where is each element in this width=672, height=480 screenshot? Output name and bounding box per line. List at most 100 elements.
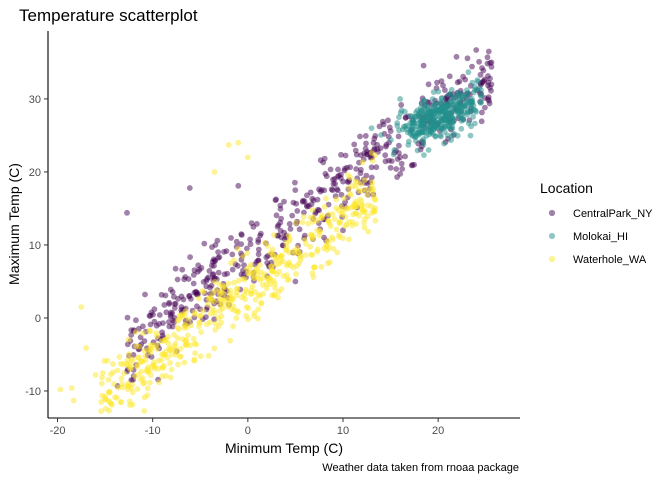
scatter-point-waterhole-wa (305, 220, 312, 227)
scatter-point-waterhole-wa (336, 234, 342, 240)
scatter-point-centralpark-ny (229, 266, 236, 273)
scatter-point-waterhole-wa (172, 352, 179, 358)
scatter-point-molokai-hi (452, 98, 459, 104)
scatter-point-molokai-hi (449, 132, 455, 139)
scatter-point-centralpark-ny (397, 171, 404, 177)
scatter-point-waterhole-wa (98, 380, 105, 387)
scatter-point-waterhole-wa (294, 245, 300, 252)
scatter-point-waterhole-wa (235, 309, 241, 316)
scatter-point-waterhole-wa (299, 219, 306, 226)
scatter-point-centralpark-ny (304, 192, 310, 199)
scatter-point-waterhole-wa (318, 214, 324, 221)
scatter-point-waterhole-wa (309, 252, 316, 258)
scatter-point-waterhole-wa (329, 236, 336, 243)
scatter-point-centralpark-ny (398, 160, 405, 167)
scatter-point-molokai-hi (435, 121, 442, 128)
scatter-point-waterhole-wa (248, 270, 255, 277)
scatter-point-centralpark-ny (229, 251, 236, 258)
scatter-point-centralpark-ny (473, 47, 480, 53)
scatter-point-centralpark-ny (485, 94, 492, 101)
scatter-point-centralpark-ny (386, 157, 392, 164)
scatter-point-waterhole-wa (154, 346, 161, 352)
scatter-point-waterhole-wa (364, 213, 371, 220)
scatter-point-centralpark-ny (289, 212, 296, 219)
scatter-point-waterhole-wa (372, 196, 379, 203)
scatter-point-waterhole-wa (302, 252, 309, 259)
scatter-point-molokai-hi (444, 132, 451, 139)
scatter-point-waterhole-wa (231, 257, 237, 264)
scatter-point-waterhole-wa (278, 258, 284, 265)
plot-area (57, 47, 495, 415)
scatter-point-waterhole-wa (342, 213, 349, 220)
scatter-point-waterhole-wa (144, 392, 151, 399)
scatter-point-molokai-hi (421, 152, 427, 159)
scatter-point-waterhole-wa (293, 220, 299, 226)
scatter-point-waterhole-wa (154, 333, 161, 340)
scatter-point-centralpark-ny (446, 73, 453, 80)
scatter-point-centralpark-ny (277, 227, 284, 234)
scatter-point-centralpark-ny (278, 215, 284, 222)
scatter-point-waterhole-wa (271, 232, 277, 238)
scatter-point-molokai-hi (429, 96, 436, 102)
scatter-point-molokai-hi (467, 99, 474, 105)
scatter-point-centralpark-ny (215, 249, 222, 256)
scatter-point-waterhole-wa (244, 154, 251, 161)
scatter-point-molokai-hi (378, 132, 384, 138)
y-tick-label: 0 (35, 313, 41, 325)
scatter-point-waterhole-wa (134, 386, 141, 392)
scatter-point-centralpark-ny (481, 76, 488, 83)
scatter-point-waterhole-wa (132, 373, 139, 380)
scatter-point-waterhole-wa (359, 159, 366, 166)
scatter-point-waterhole-wa (141, 408, 148, 414)
scatter-point-centralpark-ny (478, 118, 485, 125)
scatter-point-centralpark-ny (304, 203, 310, 210)
scatter-point-waterhole-wa (309, 270, 316, 277)
scatter-point-waterhole-wa (101, 358, 108, 364)
scatter-point-waterhole-wa (129, 357, 136, 364)
scatter-point-molokai-hi (408, 125, 415, 131)
scatter-point-waterhole-wa (196, 313, 203, 319)
scatter-point-waterhole-wa (347, 174, 353, 181)
scatter-point-waterhole-wa (225, 304, 232, 310)
scatter-point-centralpark-ny (488, 63, 495, 70)
scatter-point-centralpark-ny (247, 241, 254, 248)
scatter-point-centralpark-ny (172, 265, 179, 272)
legend-label-waterhole-wa: Waterhole_WA (573, 254, 647, 266)
scatter-point-molokai-hi (459, 104, 466, 111)
scatter-point-waterhole-wa (233, 289, 240, 296)
scatter-point-centralpark-ny (460, 73, 466, 80)
scatter-point-centralpark-ny (420, 62, 427, 69)
scatter-point-waterhole-wa (335, 207, 342, 214)
scatter-point-centralpark-ny (190, 280, 197, 287)
scatter-point-centralpark-ny (174, 276, 181, 283)
scatter-point-waterhole-wa (318, 264, 325, 270)
scatter-point-waterhole-wa (265, 243, 271, 249)
scatter-point-waterhole-wa (142, 357, 149, 363)
scatter-point-waterhole-wa (225, 142, 232, 148)
scatter-point-waterhole-wa (193, 341, 200, 348)
scatter-point-centralpark-ny (206, 268, 213, 274)
scatter-point-centralpark-ny (210, 256, 217, 263)
scatter-point-centralpark-ny (393, 166, 400, 172)
scatter-point-centralpark-ny (247, 236, 254, 243)
scatter-point-centralpark-ny (215, 254, 222, 261)
x-tick-label: 10 (337, 425, 349, 437)
scatter-point-molokai-hi (470, 113, 476, 120)
scatter-point-centralpark-ny (334, 187, 341, 194)
scatter-point-waterhole-wa (327, 223, 334, 230)
scatter-point-waterhole-wa (100, 370, 106, 376)
scatter-point-molokai-hi (446, 91, 453, 97)
scatter-point-waterhole-wa (158, 338, 165, 344)
scatter-point-centralpark-ny (185, 276, 192, 282)
scatter-point-waterhole-wa (310, 264, 317, 271)
scatter-point-waterhole-wa (156, 379, 163, 386)
scatter-point-waterhole-wa (123, 360, 130, 367)
scatter-point-waterhole-wa (125, 383, 132, 390)
scatter-point-waterhole-wa (348, 192, 354, 198)
scatter-point-waterhole-wa (283, 247, 290, 254)
scatter-point-waterhole-wa (341, 195, 347, 202)
scatter-point-waterhole-wa (126, 351, 132, 358)
scatter-point-molokai-hi (390, 151, 397, 158)
scatter-point-centralpark-ny (238, 232, 245, 238)
scatter-point-waterhole-wa (361, 224, 368, 231)
